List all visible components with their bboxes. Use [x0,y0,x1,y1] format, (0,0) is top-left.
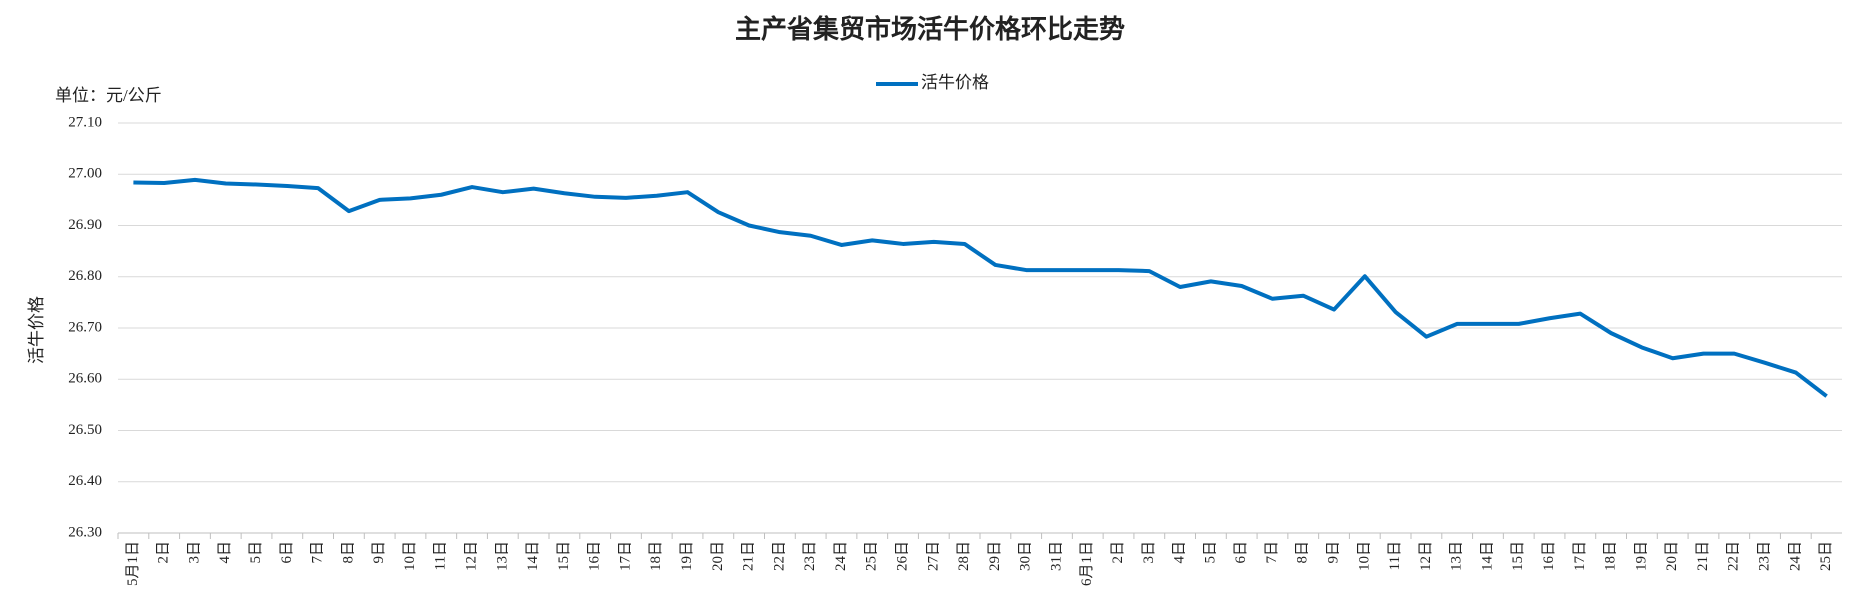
x-tick-label: 16日 [587,541,603,571]
y-tick-label: 26.60 [68,371,102,387]
x-tick-label: 22日 [1726,541,1742,571]
x-tick-label: 25日 [864,541,880,571]
y-tick-label: 26.40 [68,473,102,489]
x-tick-label: 25日 [1818,541,1834,571]
x-tick-label: 6日 [279,541,295,564]
x-tick-label: 21日 [741,541,757,571]
x-tick-label: 27日 [925,541,941,571]
legend-label: 活牛价格 [921,73,989,92]
x-tick-label: 11日 [433,541,449,570]
x-tick-label: 5日 [248,541,264,564]
x-tick-label: 13日 [494,541,510,571]
x-tick-label: 2日 [1110,541,1126,564]
x-tick-label: 17日 [1572,541,1588,571]
x-tick-label: 24日 [833,541,849,571]
x-tick-label: 18日 [648,541,664,571]
x-tick-label: 8日 [340,541,356,564]
y-tick-label: 26.70 [68,319,102,335]
x-tick-label: 4日 [217,541,233,564]
x-tick-label: 8日 [1295,541,1311,564]
x-tick-label: 29日 [987,541,1003,571]
x-tick-label: 13日 [1449,541,1465,571]
x-tick-label: 6日 [1233,541,1249,564]
x-tick-label: 3日 [186,541,202,564]
x-tick-label: 20日 [710,541,726,571]
x-tick-label: 20日 [1664,541,1680,571]
y-tick-label: 26.30 [68,524,102,540]
x-tick-label: 4日 [1172,541,1188,564]
x-tick-label: 22日 [771,541,787,571]
x-tick-label: 9日 [1325,541,1341,564]
x-tick-label: 18日 [1603,541,1619,571]
x-tick-label: 17日 [617,541,633,571]
x-tick-label: 30日 [1018,541,1034,571]
x-tick-label: 31日 [1048,541,1064,571]
x-tick-label: 24日 [1787,541,1803,571]
x-tick-label: 9日 [371,541,387,564]
x-tick-label: 3日 [1141,541,1157,564]
y-tick-label: 26.80 [68,268,102,284]
x-tick-label: 12日 [1418,541,1434,571]
y-axis-title: 活牛价格 [27,296,46,364]
unit-label: 单位：元/公斤 [55,86,162,105]
x-tick-label: 7日 [1264,541,1280,564]
x-tick-label: 6月1日 [1079,541,1095,586]
x-tick-label: 10日 [402,541,418,571]
x-tick-label: 16日 [1541,541,1557,571]
line-series [133,177,1828,398]
x-tick-label: 19日 [1633,541,1649,571]
y-tick-label: 27.00 [68,166,102,182]
x-tick-label: 15日 [556,541,572,571]
x-tick-label: 11日 [1387,541,1403,570]
x-tick-label: 10日 [1356,541,1372,571]
x-tick-label: 14日 [525,541,541,571]
x-tick-label: 15日 [1510,541,1526,571]
y-tick-label: 26.90 [68,217,102,233]
x-tick-label: 26日 [894,541,910,571]
chart-title: 主产省集贸市场活牛价格环比走势 [735,14,1125,44]
x-tick-label: 5日 [1202,541,1218,564]
x-tick-label: 5月1日 [125,541,141,586]
x-tick-label: 19日 [679,541,695,571]
y-tick-label: 27.10 [68,114,102,130]
x-tick-label: 14日 [1479,541,1495,571]
y-tick-label: 26.50 [68,422,102,438]
x-tick-label: 2日 [156,541,172,564]
x-tick-label: 21日 [1695,541,1711,571]
x-tick-label: 7日 [310,541,326,564]
x-tick-label: 12日 [463,541,479,571]
x-tick-label: 23日 [1756,541,1772,571]
x-tick-label: 28日 [956,541,972,571]
x-tick-label: 23日 [802,541,818,571]
